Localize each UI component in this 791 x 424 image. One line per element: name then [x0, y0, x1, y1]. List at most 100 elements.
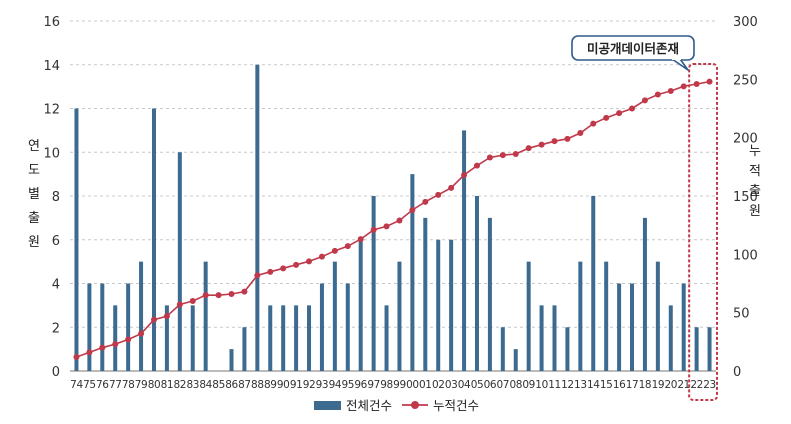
line-series: [73, 78, 713, 360]
bar: [526, 261, 531, 371]
line-point: [603, 114, 610, 121]
line-point: [525, 145, 532, 152]
bar: [655, 261, 660, 371]
right-axis-title-char: 적: [749, 164, 761, 179]
left-tick-label: 16: [43, 15, 60, 30]
x-tick-label: 77: [109, 379, 122, 391]
x-tick-label: 22: [690, 379, 703, 391]
line-point: [654, 91, 661, 98]
x-tick-label: 95: [341, 379, 354, 391]
line-point: [473, 162, 480, 169]
x-tick-label: 05: [471, 379, 484, 391]
x-tick-label: 89: [264, 379, 277, 391]
x-tick-label: 16: [613, 379, 626, 391]
x-tick-label: 81: [161, 379, 174, 391]
bar: [139, 261, 144, 371]
right-tick-label: 300: [733, 15, 758, 30]
bar: [74, 108, 79, 371]
right-tick-label: 100: [733, 248, 758, 263]
bar: [630, 283, 635, 371]
line-point: [202, 292, 209, 299]
bar: [462, 130, 467, 371]
x-tick-label: 09: [522, 379, 535, 391]
x-tick-label: 75: [83, 379, 96, 391]
callout-pointer: [671, 58, 689, 71]
x-tick-label: 85: [212, 379, 225, 391]
bar: [617, 283, 622, 371]
right-axis-title-char: 출: [749, 184, 761, 199]
bar: [358, 239, 363, 371]
bar: [294, 305, 299, 371]
bar: [113, 305, 118, 371]
x-tick-label: 12: [561, 379, 574, 391]
line-point: [680, 83, 687, 90]
left-tick-label: 4: [52, 278, 60, 293]
line-point: [667, 88, 674, 94]
line-point: [422, 198, 429, 205]
line-point: [112, 341, 119, 348]
line-point: [241, 288, 248, 295]
bar: [604, 261, 609, 371]
x-tick-label: 03: [445, 379, 458, 391]
annotation: 미공개데이터존재: [571, 35, 718, 401]
bar: [281, 305, 286, 371]
line-point: [370, 226, 377, 233]
right-tick-label: 150: [733, 190, 758, 205]
x-tick-label: 08: [509, 379, 522, 391]
left-tick-label: 12: [43, 103, 60, 118]
bar: [423, 217, 428, 371]
bar: [578, 261, 583, 371]
line-point: [448, 184, 455, 191]
x-tick-label: 74: [70, 379, 83, 391]
x-tick-label: 84: [199, 379, 212, 391]
bar: [100, 283, 105, 371]
left-tick-label: 14: [43, 59, 60, 74]
x-tick-label: 11: [548, 379, 561, 391]
line-point: [641, 97, 648, 104]
x-tick-label: 88: [251, 379, 264, 391]
bar: [371, 196, 376, 371]
x-tick-label: 21: [677, 379, 690, 391]
line-point: [693, 81, 700, 87]
bar: [190, 305, 195, 371]
x-tick-label: 90: [277, 379, 290, 391]
bar: [87, 283, 92, 371]
line-point: [616, 110, 623, 117]
bar: [384, 305, 389, 371]
line-point: [306, 258, 313, 265]
x-tick-label: 15: [600, 379, 613, 391]
bar-series: [74, 64, 712, 371]
left-tick-label: 6: [52, 234, 60, 249]
line-point: [577, 130, 584, 136]
line-point: [293, 261, 300, 268]
x-tick-label: 87: [238, 379, 251, 391]
x-tick-label: 83: [186, 379, 199, 391]
bar: [397, 261, 402, 371]
bar: [668, 305, 673, 371]
bar: [332, 261, 337, 371]
bar: [565, 327, 570, 371]
x-tick-label: 94: [329, 379, 342, 391]
x-tick-label: 96: [354, 379, 367, 391]
bar: [474, 196, 479, 371]
x-tick-label: 91: [290, 379, 303, 391]
legend-bar-label: 전체건수: [346, 398, 392, 413]
line-point: [280, 265, 287, 272]
left-axis-title-char: 원: [28, 235, 40, 250]
line-point: [461, 172, 468, 178]
x-tick-label: 06: [484, 379, 497, 391]
line-point: [435, 191, 442, 198]
line-point: [590, 120, 597, 127]
x-tick-label: 20: [664, 379, 677, 391]
right-axis-title-char: 누: [749, 144, 761, 159]
bar: [151, 108, 156, 371]
x-tick-label: 02: [432, 379, 445, 391]
x-tick-label: 23: [703, 379, 716, 391]
line-point: [486, 154, 493, 161]
left-axis-title-char: 출: [28, 211, 40, 226]
x-tick-label: 00: [406, 379, 419, 391]
line-point: [383, 223, 390, 230]
